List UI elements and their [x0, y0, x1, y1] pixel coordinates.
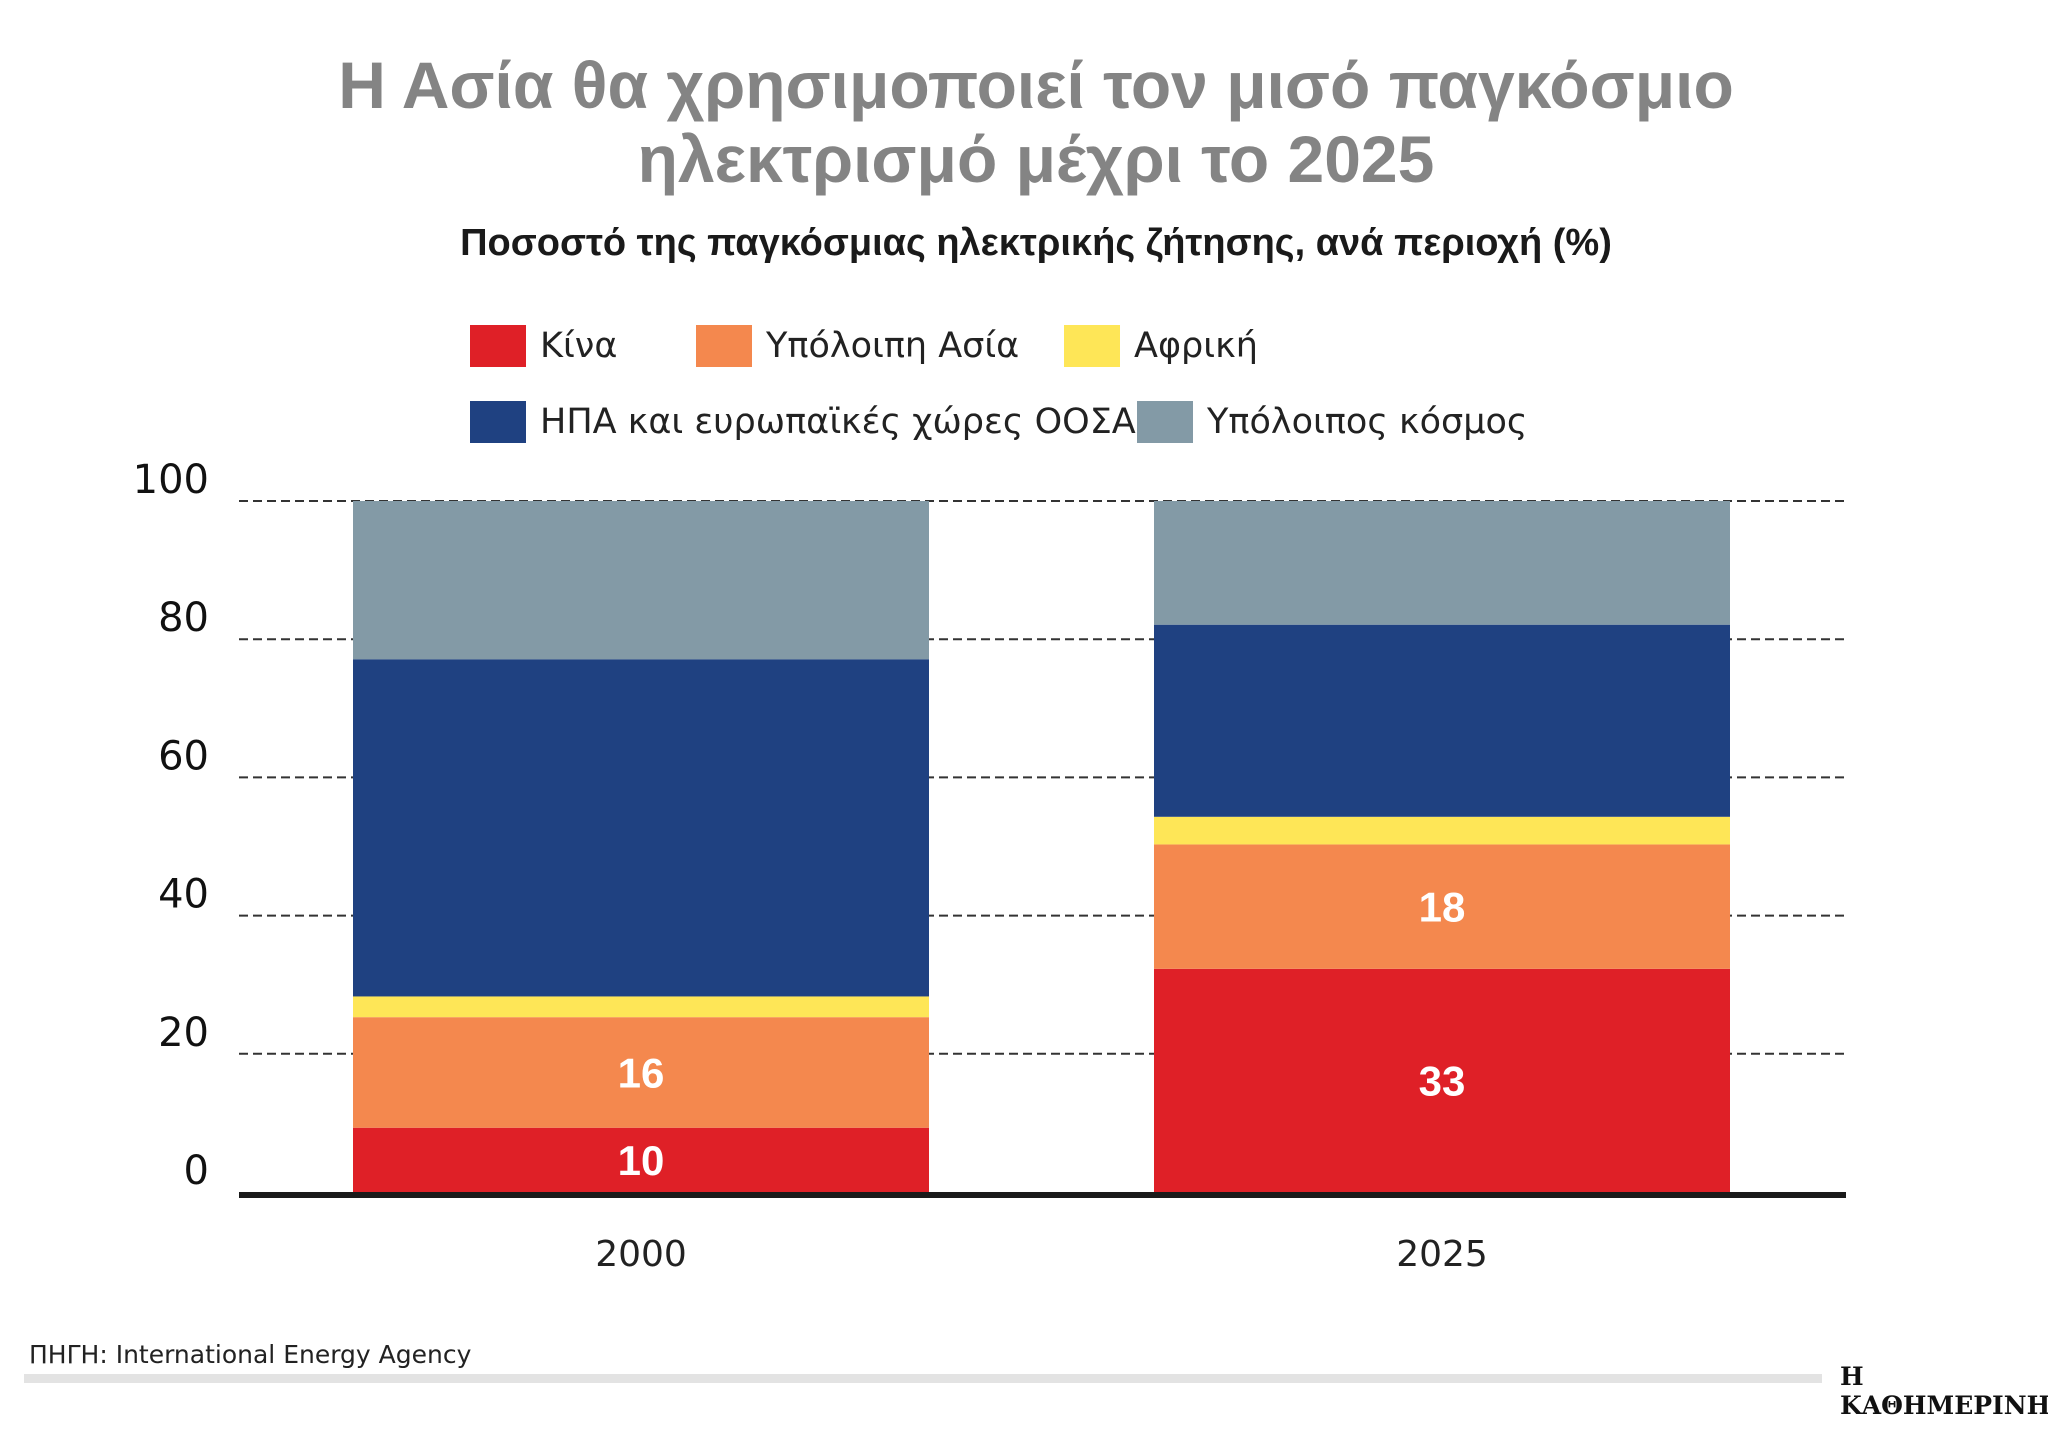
legend-label: Αφρική	[1134, 326, 1258, 366]
title-line-2: ηλεκτρισμό μέχρι το 2025	[637, 122, 1435, 196]
bar-segment	[1154, 816, 1730, 845]
legend-item: Αφρική	[1064, 325, 1258, 367]
data-label: 33	[1419, 1057, 1466, 1104]
legend-item: ΗΠΑ και ευρωπαϊκές χώρες ΟΟΣΑ	[470, 401, 1136, 443]
bar-segment	[1154, 501, 1730, 625]
legend-swatch	[470, 401, 526, 443]
y-tick-label: 60	[158, 733, 209, 779]
legend-label: Κίνα	[540, 326, 618, 366]
y-tick-label: 0	[184, 1148, 209, 1194]
legend-label: Υπόλοιπη Ασία	[766, 326, 1020, 366]
title-line-1: Η Ασία θα χρησιμοποιεί τον μισό παγκόσμι…	[338, 48, 1734, 122]
legend-swatch	[470, 325, 526, 367]
x-tick-label: 2000	[595, 1234, 687, 1275]
chart-title: Η Ασία θα χρησιμοποιεί τον μισό παγκόσμι…	[0, 48, 2048, 196]
legend-item: Υπόλοιπη Ασία	[696, 325, 1019, 367]
y-tick-label: 100	[133, 457, 209, 503]
bar-segment	[1154, 844, 1730, 969]
bar-segment	[353, 501, 929, 660]
chart-subtitle: Ποσοστό της παγκόσμιας ηλεκτρικής ζήτηση…	[460, 222, 1612, 264]
y-tick-label: 80	[158, 595, 209, 641]
footer-rule	[24, 1374, 1822, 1383]
legend-label: ΗΠΑ και ευρωπαϊκές χώρες ΟΟΣΑ	[540, 402, 1136, 442]
y-tick-label: 20	[158, 1010, 209, 1056]
publisher-logo: Η ΚΑΘΗΜΕΡΙΝΗ	[1840, 1362, 2048, 1420]
y-tick-label: 40	[158, 872, 209, 918]
data-label: 16	[618, 1049, 665, 1096]
bar-segment	[1154, 968, 1730, 1192]
data-label: 18	[1419, 884, 1466, 931]
legend-swatch	[696, 325, 752, 367]
bar-segment	[353, 1127, 929, 1192]
legend-item: Κίνα	[470, 325, 617, 367]
bar-segment	[1154, 624, 1730, 817]
x-tick-label: 2025	[1396, 1234, 1488, 1275]
legend-swatch	[1137, 401, 1193, 443]
legend-swatch	[1064, 325, 1120, 367]
data-label: 10	[618, 1137, 665, 1184]
source-note: ΠΗΓΗ: International Energy Agency	[29, 1340, 472, 1369]
bar-segment	[353, 1017, 929, 1128]
legend-item: Υπόλοιπος κόσμος	[1137, 401, 1527, 443]
bar-segment	[353, 996, 929, 1018]
legend-label: Υπόλοιπος κόσμος	[1207, 402, 1528, 442]
bar-segment	[353, 659, 929, 997]
